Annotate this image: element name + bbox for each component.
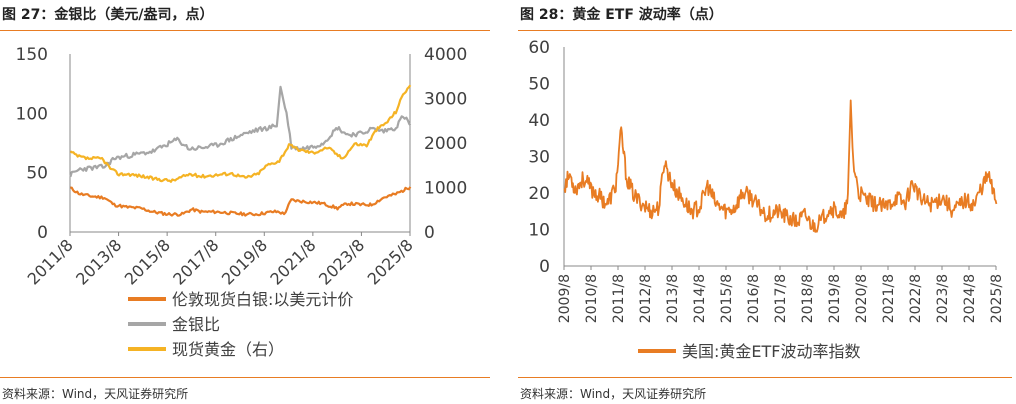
x-tick-label: 2018/8: [800, 274, 816, 323]
series-line-etf-volatility: [563, 99, 998, 233]
x-tick-label: 2024/8: [962, 274, 978, 323]
x-tick-label: 2015/8: [719, 274, 735, 323]
figure-28-panel: 图 28：黄金 ETF 波动率（点） 0 10 20 30 40 50 60 2009/8 20…: [518, 0, 1016, 404]
x-tick-label: 2016/8: [746, 274, 762, 323]
x-tick-label: 2009/8: [557, 274, 573, 323]
right-y-tick-label: 3000: [424, 90, 467, 110]
figure-28-chart: 0 10 20 30 40 50 60 2009/8 2010/8 2011/8 2012/8 201…: [528, 38, 1005, 361]
y-tick-label: 0: [539, 257, 550, 277]
y-tick-label: 60: [528, 38, 550, 58]
left-y-tick-label: 50: [26, 164, 48, 184]
legend-label: 美国:黄金ETF波动率指数: [682, 342, 860, 361]
x-tick-label: 2011/8: [611, 274, 627, 323]
figure-27-panel: 图 27：金银比（美元/盎司，点） 0 50 100 150 0 1000 2000 3000…: [0, 0, 490, 404]
y-tick-label: 30: [528, 148, 550, 168]
y-tick-label: 40: [528, 111, 550, 131]
right-y-tick-label: 1000: [424, 179, 467, 199]
figure-27-source: 资料来源：Wind，天风证券研究所: [2, 387, 189, 401]
x-tick-label: 2021/8: [881, 274, 897, 323]
x-tick-label: 2011/8: [24, 235, 77, 288]
y-tick-label: 50: [528, 75, 550, 95]
figure-27-bottom-rule: [0, 377, 490, 378]
figure-27-top-rule: [0, 30, 490, 31]
right-y-tick-label: 2000: [424, 134, 467, 154]
y-tick-label: 10: [528, 221, 550, 241]
x-tick-label: 2019/8: [827, 274, 843, 323]
x-tick-label: 2013/8: [72, 235, 125, 288]
right-y-tick-label: 0: [424, 223, 435, 243]
legend-label: 金银比: [172, 315, 220, 334]
series-line-3: [69, 84, 412, 183]
x-tick-label: 2023/8: [935, 274, 951, 323]
figure-28-source: 资料来源：Wind，天风证券研究所: [520, 387, 707, 401]
figure-27-chart: 050100150010002000300040002011/82013/820…: [16, 45, 468, 359]
legend-label: 伦敦现货白银:以美元计价: [172, 290, 353, 309]
x-tick-label: 2019/8: [218, 235, 271, 288]
figure-28-top-rule: [518, 30, 1012, 31]
x-tick-label: 2010/8: [584, 274, 600, 323]
figure-27-title: 图 27：金银比（美元/盎司，点）: [2, 7, 214, 23]
left-y-tick-label: 150: [16, 45, 48, 65]
x-tick-label: 2013/8: [665, 274, 681, 323]
x-tick-label: 2014/8: [692, 274, 708, 323]
y-tick-label: 20: [528, 184, 550, 204]
figure-28-title: 图 28：黄金 ETF 波动率（点）: [520, 7, 723, 23]
x-tick-label: 2017/8: [773, 274, 789, 323]
x-tick-label: 2025/8: [364, 235, 417, 288]
x-tick-label: 2025/8: [989, 274, 1005, 323]
x-tick-label: 2021/8: [266, 235, 319, 288]
right-y-tick-label: 4000: [424, 45, 467, 65]
x-tick-label: 2020/8: [854, 274, 870, 323]
left-y-tick-label: 0: [37, 223, 48, 243]
x-tick-label: 2023/8: [315, 235, 368, 288]
series-line-2: [69, 85, 412, 178]
x-tick-label: 2012/8: [638, 274, 654, 323]
x-tick-label: 2022/8: [908, 274, 924, 323]
figure-28-bottom-rule: [518, 377, 1012, 378]
x-tick-label: 2015/8: [121, 235, 174, 288]
legend-label: 现货黄金（右）: [172, 340, 284, 359]
series-line-1: [70, 186, 412, 217]
x-tick-label: 2017/8: [169, 235, 222, 288]
left-y-tick-label: 100: [16, 104, 48, 124]
